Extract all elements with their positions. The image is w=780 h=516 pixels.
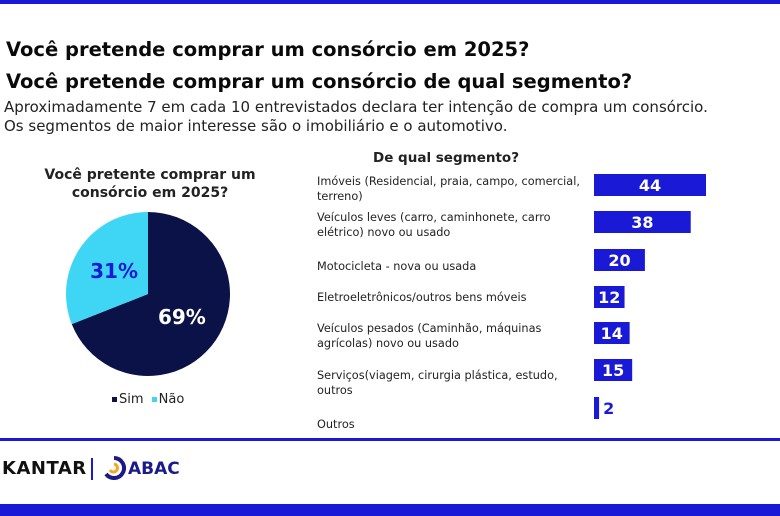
legend-item-nao: Não xyxy=(151,392,187,407)
pie-label-sim: 69% xyxy=(158,305,206,329)
legend-item-sim: Sim xyxy=(112,392,146,407)
bar-value-4: 14 xyxy=(601,324,623,343)
bar-category-label-2: Motocicleta - nova ou usada xyxy=(317,260,477,273)
bottom-accent-bar xyxy=(0,504,780,516)
bar-4 xyxy=(594,322,630,344)
footer-logo-separator xyxy=(91,458,93,480)
bar-1 xyxy=(594,211,691,233)
bar-0 xyxy=(594,174,706,196)
footer-divider xyxy=(0,438,780,441)
page-title: Você pretende comprar um consórcio em 20… xyxy=(6,38,530,61)
bar-value-6: 2 xyxy=(603,399,614,418)
bar-category-label-4: Veículos pesados (Caminhão, máquinas agr… xyxy=(317,322,542,350)
legend-swatch-nao xyxy=(151,397,157,402)
bar-6 xyxy=(594,397,600,419)
bar-5 xyxy=(594,359,633,381)
kantar-logo: KANTAR xyxy=(2,458,87,479)
pie-slice-sim xyxy=(71,212,230,376)
pie-slice-nao xyxy=(65,212,148,325)
bar-chart-title: De qual segmento? xyxy=(373,150,520,166)
bar-2 xyxy=(594,249,645,271)
abac-logo-icon xyxy=(104,456,126,480)
intro-line-1: Aproximadamente 7 em cada 10 entrevistad… xyxy=(4,98,708,116)
bar-category-label-0: Imóveis (Residencial, praia, campo, come… xyxy=(317,175,580,203)
bar-value-3: 12 xyxy=(598,288,620,307)
pie-legend: Sim Não xyxy=(112,392,188,407)
bar-value-1: 38 xyxy=(631,213,653,232)
bar-category-label-1: Veículos leves (carro, caminhonete, carr… xyxy=(317,211,551,239)
bar-value-2: 20 xyxy=(608,251,630,270)
bar-value-5: 15 xyxy=(602,361,624,380)
bar-category-label-3: Eletroeletrônicos/outros bens móveis xyxy=(317,291,527,304)
intro-text: Aproximadamente 7 em cada 10 entrevistad… xyxy=(4,98,708,136)
pie-label-nao: 31% xyxy=(90,259,138,283)
legend-label-sim: Sim xyxy=(119,392,144,407)
bar-3 xyxy=(594,286,625,308)
bar-value-0: 44 xyxy=(639,176,661,195)
intro-line-2: Os segmentos de maior interesse são o im… xyxy=(4,117,508,135)
page-subtitle: Você pretende comprar um consórcio de qu… xyxy=(6,70,633,93)
legend-swatch-sim xyxy=(112,397,117,402)
legend-label-nao: Não xyxy=(158,392,185,407)
pie-chart-title: Você pretente comprar um consórcio em 20… xyxy=(44,167,256,201)
bar-category-label-6: Outros xyxy=(317,418,355,431)
top-accent-bar xyxy=(0,0,780,4)
bar-category-label-5: Serviços(viagem, cirurgia plástica, estu… xyxy=(317,369,558,397)
abac-logo-text: ABAC xyxy=(128,459,180,479)
